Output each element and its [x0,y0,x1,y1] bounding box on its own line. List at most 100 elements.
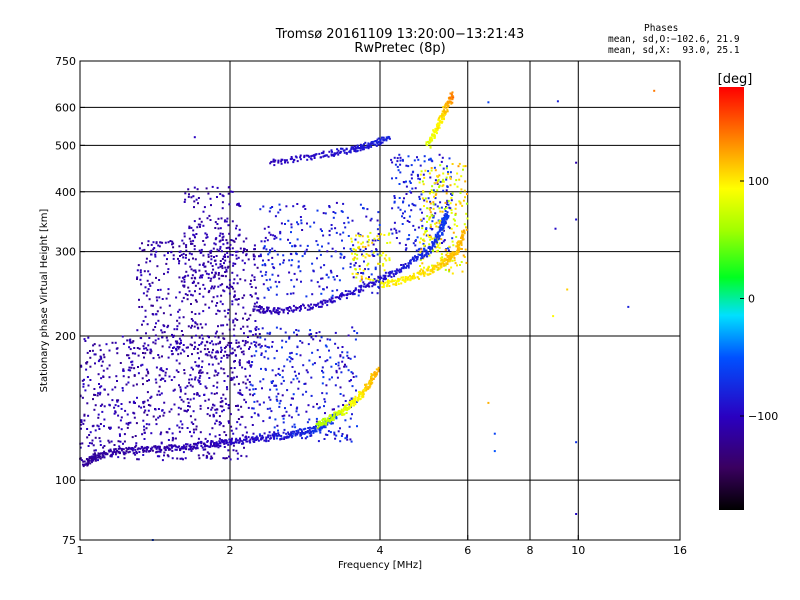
scatter-point [185,270,188,273]
trace-point [307,427,310,429]
colorbar-label: [deg] [718,72,753,87]
trace-point [101,456,104,459]
trace-point [333,411,336,414]
y-tick-label: 75 [62,534,76,547]
trace-point [154,446,157,449]
scatter-point [302,205,305,208]
scatter-point [279,263,282,266]
scatter-point [214,370,217,373]
trace-point [423,274,426,277]
trace-point [249,441,252,444]
trace-point [384,271,387,274]
scatter-point [99,444,102,446]
scatter-point [249,314,252,317]
scatter-point [193,186,196,189]
scatter-point [226,252,229,254]
scatter-point [425,200,428,203]
scatter-point [334,227,337,230]
trace-point [315,153,318,156]
trace-point [450,97,453,100]
scatter-point [232,449,235,452]
scatter-point [171,333,173,336]
trace-point [126,448,129,451]
scatter-point [281,346,283,349]
scatter-point [222,235,225,238]
trace-point [414,255,416,258]
scatter-point [408,234,411,237]
trace-point [412,259,415,262]
scatter-point [242,306,245,309]
trace-point [316,303,319,306]
scatter-point [429,225,432,228]
scatter-point [462,254,465,257]
trace-point [280,308,283,311]
trace-point [363,146,366,149]
scatter-point [157,244,160,247]
scatter-point [98,344,101,347]
scatter-point [232,287,235,290]
scatter-point [220,346,223,349]
scatter-point [224,275,227,278]
scatter-point [175,296,178,299]
trace-point [288,309,291,312]
scatter-point [361,253,363,256]
trace-point [370,145,373,148]
trace-point [434,128,437,130]
scatter-point [441,242,443,244]
trace-point [356,144,359,147]
scatter-point [203,393,206,396]
scatter-point [316,349,319,352]
scatter-point [282,421,285,424]
scatter-point [81,379,84,382]
scatter-point [93,388,96,390]
scatter-point [300,219,303,222]
scatter-point [277,429,279,432]
scatter-point [198,269,201,272]
trace-point [277,160,280,163]
scatter-point [437,226,440,229]
scatter-point [101,360,104,363]
scatter-point [227,192,230,195]
scatter-point [215,357,218,360]
scatter-point [431,191,433,193]
scatter-point [253,279,256,281]
scatter-point [305,248,308,251]
scatter-point [325,273,328,276]
scatter-point [252,432,255,435]
scatter-point [221,201,224,204]
scatter-point [179,339,182,342]
scatter-point [280,222,283,225]
trace-point [397,277,400,280]
trace-point [447,104,450,107]
scatter-point [103,405,106,408]
trace-point [159,450,162,453]
trace-point [180,447,183,450]
trace-point [282,311,285,314]
scatter-point [184,275,187,278]
scatter-point [277,211,280,214]
scatter-point [274,280,277,283]
scatter-point [152,357,155,360]
scatter-point [92,398,94,401]
scatter-point [434,233,437,236]
trace-point [362,285,365,288]
scatter-point [312,270,315,273]
scatter-point [354,268,357,271]
scatter-point [282,254,285,257]
scatter-point [239,423,242,426]
trace-point [377,366,380,369]
scatter-point [223,220,226,223]
trace-point [284,436,287,439]
scatter-point [100,356,103,359]
trace-point [382,283,385,286]
trace-point [430,136,433,139]
trace-point [217,444,220,447]
scatter-point [356,273,359,276]
scatter-point [202,254,205,257]
scatter-point [203,348,206,351]
scatter-point [204,437,207,440]
trace-point [203,445,206,448]
scatter-point [310,376,313,379]
isolated-point [193,136,196,139]
trace-point [324,422,327,425]
